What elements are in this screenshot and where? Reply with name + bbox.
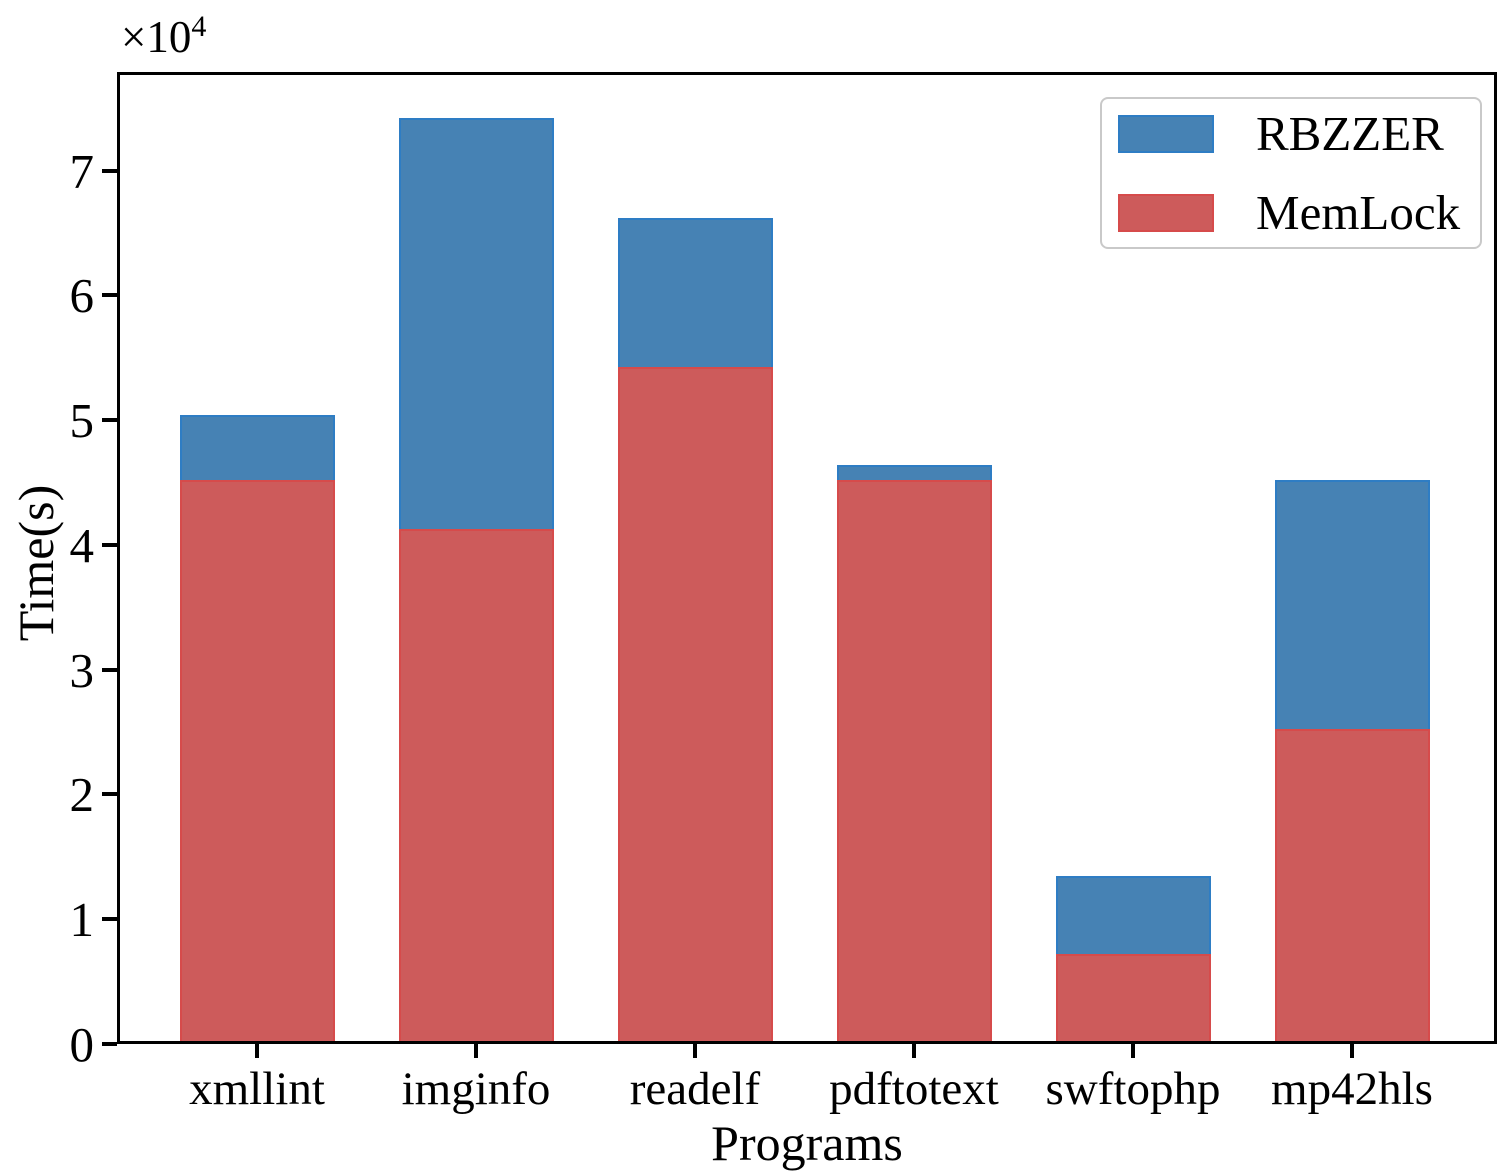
y-tick-label-5: 5	[69, 393, 95, 449]
y-tick-mark-1	[102, 917, 117, 922]
x-tick-mark-xmllint	[255, 1044, 259, 1058]
bar-rbzzer-xmllint	[179, 414, 335, 482]
x-tick-mark-mp42hls	[1350, 1044, 1354, 1058]
x-tick-mark-imginfo	[474, 1044, 478, 1058]
legend-label-rbzzer: RBZZER	[1256, 106, 1444, 161]
y-tick-mark-5	[102, 418, 117, 423]
y-tick-mark-2	[102, 792, 117, 797]
y-tick-mark-7	[102, 168, 117, 173]
bar-rbzzer-swftophp	[1055, 876, 1211, 956]
legend-swatch-rbzzer	[1118, 114, 1214, 153]
bar-memlock-readelf	[617, 367, 773, 1041]
y-tick-mark-0	[102, 1042, 117, 1046]
y-tick-mark-6	[102, 293, 117, 298]
y-tick-mark-4	[102, 542, 117, 547]
x-tick-mark-swftophp	[1131, 1044, 1135, 1058]
x-tick-mark-readelf	[693, 1044, 697, 1058]
bar-memlock-mp42hls	[1274, 729, 1430, 1041]
x-tick-label-xmllint: xmllint	[189, 1063, 325, 1115]
x-tick-label-swftophp: swftophp	[1045, 1063, 1221, 1115]
legend-item-memlock: MemLock	[1118, 188, 1480, 237]
y-tick-label-4: 4	[69, 517, 95, 573]
y-tick-label-1: 1	[69, 892, 95, 948]
x-tick-label-pdftotext: pdftotext	[829, 1063, 999, 1115]
bar-memlock-imginfo	[398, 529, 554, 1041]
legend-swatch-memlock	[1118, 193, 1214, 232]
bar-rbzzer-readelf	[617, 217, 773, 370]
legend-label-memlock: MemLock	[1256, 185, 1461, 240]
bar-memlock-xmllint	[179, 479, 335, 1041]
bar-memlock-pdftotext	[836, 479, 992, 1041]
y-tick-label-6: 6	[69, 268, 95, 324]
x-tick-label-readelf: readelf	[629, 1063, 761, 1115]
bar-rbzzer-imginfo	[398, 117, 554, 532]
y-tick-label-3: 3	[69, 642, 95, 698]
plot-area	[117, 72, 1497, 1044]
bar-memlock-swftophp	[1055, 953, 1211, 1041]
y-axis-offset-base: ×10	[121, 12, 192, 62]
y-tick-label-2: 2	[69, 767, 95, 823]
y-tick-mark-3	[102, 667, 117, 672]
x-axis-label: Programs	[711, 1115, 903, 1171]
y-axis-offset-text: ×104	[121, 12, 206, 60]
legend-item-rbzzer: RBZZER	[1118, 109, 1480, 158]
y-tick-label-7: 7	[69, 143, 95, 199]
x-tick-label-imginfo: imginfo	[401, 1063, 551, 1115]
x-tick-mark-pdftotext	[912, 1044, 916, 1058]
legend: RBZZER MemLock	[1100, 97, 1482, 249]
x-tick-label-mp42hls: mp42hls	[1271, 1063, 1433, 1115]
y-tick-label-0: 0	[69, 1017, 95, 1072]
bar-rbzzer-mp42hls	[1274, 479, 1430, 732]
y-axis-offset-exponent: 4	[191, 10, 207, 43]
